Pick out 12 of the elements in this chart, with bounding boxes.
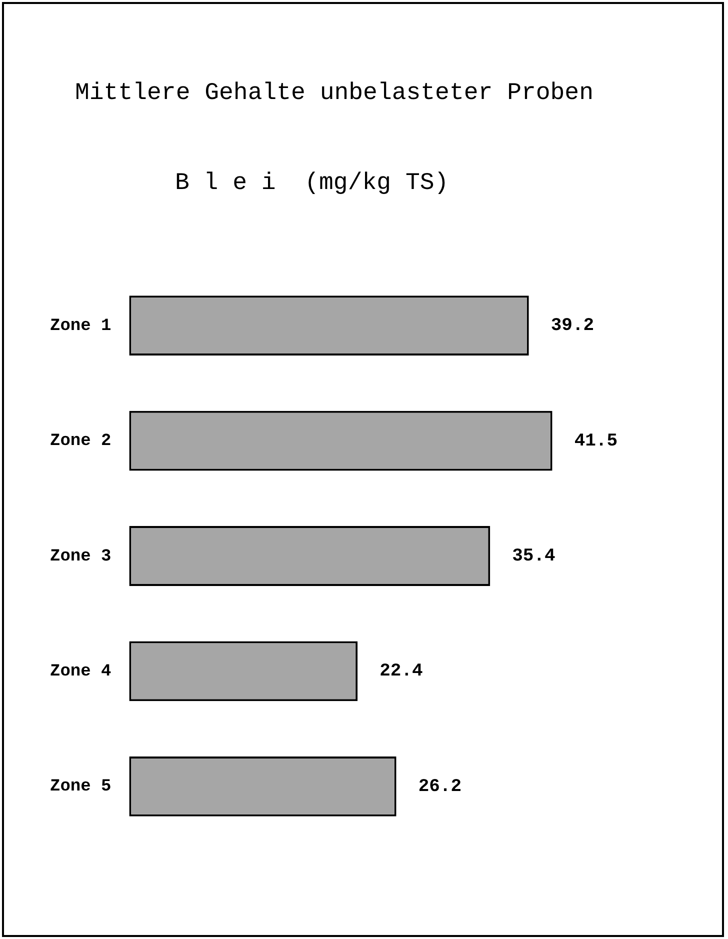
data-label: 41.5 xyxy=(574,431,618,452)
chart-title: Mittlere Gehalte unbelasteter Proben xyxy=(75,80,594,107)
y-tick-label: Zone 2 xyxy=(50,432,112,452)
data-label: 22.4 xyxy=(380,662,423,682)
data-label: 39.2 xyxy=(550,316,594,336)
y-tick-label: Zone 5 xyxy=(50,778,112,797)
data-label: 26.2 xyxy=(418,776,462,797)
chart-subtitle: B l e i (mg/kg TS) xyxy=(175,170,449,197)
y-tick-label: Zone 3 xyxy=(50,547,112,566)
data-label: 35.4 xyxy=(512,546,556,567)
y-tick-label: Zone 1 xyxy=(50,316,112,336)
y-tick-label: Zone 4 xyxy=(50,662,112,682)
